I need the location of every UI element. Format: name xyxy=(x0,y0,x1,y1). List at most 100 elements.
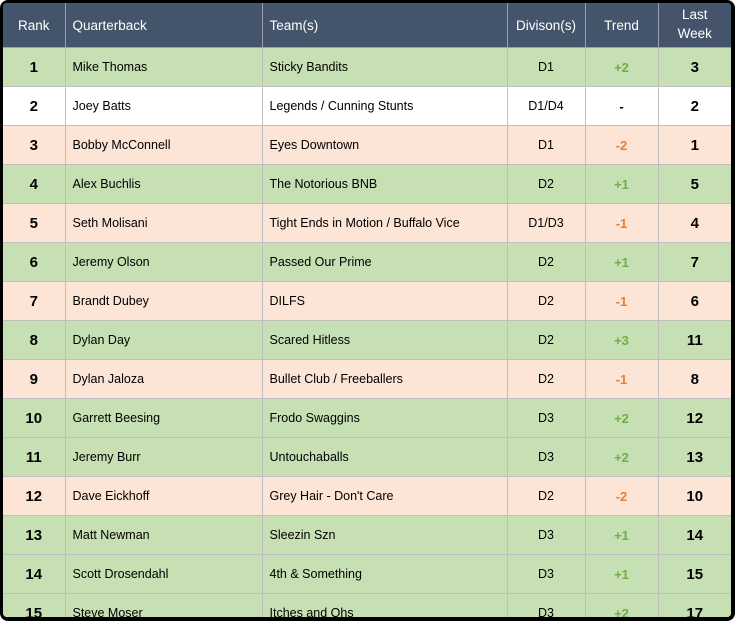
teams-cell: Sticky Bandits xyxy=(261,47,508,87)
quarterback-cell: Alex Buchlis xyxy=(64,164,263,204)
trend-cell: +1 xyxy=(584,164,659,204)
trend-cell: +2 xyxy=(584,398,659,438)
quarterback-cell: Brandt Dubey xyxy=(64,281,263,321)
divisions-cell: D3 xyxy=(506,593,586,617)
trend-cell: -1 xyxy=(584,281,659,321)
rank-cell: 9 xyxy=(3,359,66,399)
rank-cell: 10 xyxy=(3,398,66,438)
rank-cell: 11 xyxy=(3,437,66,477)
quarterback-cell: Steve Moser xyxy=(64,593,263,617)
quarterback-cell: Jeremy Burr xyxy=(64,437,263,477)
table-row: 15 Steve Moser Itches and Ohs D3 +2 17 xyxy=(3,593,731,617)
rank-cell: 8 xyxy=(3,320,66,360)
teams-cell: Passed Our Prime xyxy=(261,242,508,282)
last-week-cell: 3 xyxy=(657,47,731,87)
rank-cell: 2 xyxy=(3,86,66,126)
divisions-cell: D2 xyxy=(506,242,586,282)
last-week-cell: 10 xyxy=(657,476,731,516)
divisions-cell: D3 xyxy=(506,515,586,555)
teams-cell: Bullet Club / Freeballers xyxy=(261,359,508,399)
divisions-cell: D1 xyxy=(506,125,586,165)
teams-cell: Eyes Downtown xyxy=(261,125,508,165)
header-divisions: Divison(s) xyxy=(506,3,586,48)
trend-cell: +1 xyxy=(584,515,659,555)
teams-cell: The Notorious BNB xyxy=(261,164,508,204)
divisions-cell: D2 xyxy=(506,476,586,516)
rank-cell: 1 xyxy=(3,47,66,87)
trend-cell: +3 xyxy=(584,320,659,360)
trend-cell: -2 xyxy=(584,125,659,165)
last-week-cell: 1 xyxy=(657,125,731,165)
table-body: 1 Mike Thomas Sticky Bandits D1 +2 3 2 J… xyxy=(3,47,731,617)
trend-cell: -2 xyxy=(584,476,659,516)
trend-cell: +1 xyxy=(584,242,659,282)
trend-cell: -1 xyxy=(584,203,659,243)
rank-cell: 6 xyxy=(3,242,66,282)
last-week-cell: 2 xyxy=(657,86,731,126)
quarterback-cell: Dave Eickhoff xyxy=(64,476,263,516)
trend-cell: +1 xyxy=(584,554,659,594)
divisions-cell: D3 xyxy=(506,554,586,594)
table-row: 10 Garrett Beesing Frodo Swaggins D3 +2 … xyxy=(3,398,731,438)
table-row: 9 Dylan Jaloza Bullet Club / Freeballers… xyxy=(3,359,731,399)
header-last-week: Last Week xyxy=(657,3,731,48)
quarterback-cell: Jeremy Olson xyxy=(64,242,263,282)
table-row: 13 Matt Newman Sleezin Szn D3 +1 14 xyxy=(3,515,731,555)
divisions-cell: D1/D4 xyxy=(506,86,586,126)
table-row: 3 Bobby McConnell Eyes Downtown D1 -2 1 xyxy=(3,125,731,165)
divisions-cell: D2 xyxy=(506,281,586,321)
last-week-cell: 12 xyxy=(657,398,731,438)
rank-cell: 4 xyxy=(3,164,66,204)
rank-cell: 12 xyxy=(3,476,66,516)
header-quarterback: Quarterback xyxy=(64,3,263,48)
table-row: 1 Mike Thomas Sticky Bandits D1 +2 3 xyxy=(3,47,731,87)
teams-cell: Itches and Ohs xyxy=(261,593,508,617)
teams-cell: 4th & Something xyxy=(261,554,508,594)
teams-cell: DILFS xyxy=(261,281,508,321)
table-row: 7 Brandt Dubey DILFS D2 -1 6 xyxy=(3,281,731,321)
trend-cell: +2 xyxy=(584,47,659,87)
last-week-cell: 15 xyxy=(657,554,731,594)
quarterback-cell: Matt Newman xyxy=(64,515,263,555)
rank-cell: 7 xyxy=(3,281,66,321)
table-header: Rank Quarterback Team(s) Divison(s) Tren… xyxy=(3,3,731,48)
last-week-cell: 4 xyxy=(657,203,731,243)
table-row: 8 Dylan Day Scared Hitless D2 +3 11 xyxy=(3,320,731,360)
teams-cell: Grey Hair - Don't Care xyxy=(261,476,508,516)
divisions-cell: D1 xyxy=(506,47,586,87)
quarterback-cell: Dylan Jaloza xyxy=(64,359,263,399)
header-row: Rank Quarterback Team(s) Divison(s) Tren… xyxy=(3,3,731,48)
divisions-cell: D1/D3 xyxy=(506,203,586,243)
teams-cell: Tight Ends in Motion / Buffalo Vice xyxy=(261,203,508,243)
rank-cell: 13 xyxy=(3,515,66,555)
quarterback-cell: Dylan Day xyxy=(64,320,263,360)
rank-cell: 14 xyxy=(3,554,66,594)
header-teams: Team(s) xyxy=(261,3,508,48)
quarterback-cell: Mike Thomas xyxy=(64,47,263,87)
teams-cell: Sleezin Szn xyxy=(261,515,508,555)
teams-cell: Legends / Cunning Stunts xyxy=(261,86,508,126)
table-row: 4 Alex Buchlis The Notorious BNB D2 +1 5 xyxy=(3,164,731,204)
trend-cell: +2 xyxy=(584,593,659,617)
last-week-cell: 17 xyxy=(657,593,731,617)
header-rank: Rank xyxy=(3,3,66,48)
teams-cell: Scared Hitless xyxy=(261,320,508,360)
divisions-cell: D2 xyxy=(506,164,586,204)
rank-cell: 5 xyxy=(3,203,66,243)
qb-rankings-table: Rank Quarterback Team(s) Divison(s) Tren… xyxy=(3,3,731,617)
quarterback-cell: Garrett Beesing xyxy=(64,398,263,438)
last-week-cell: 8 xyxy=(657,359,731,399)
divisions-cell: D3 xyxy=(506,398,586,438)
table-row: 11 Jeremy Burr Untouchaballs D3 +2 13 xyxy=(3,437,731,477)
divisions-cell: D2 xyxy=(506,320,586,360)
header-last-week-label: Last Week xyxy=(677,7,712,41)
table-row: 2 Joey Batts Legends / Cunning Stunts D1… xyxy=(3,86,731,126)
quarterback-cell: Bobby McConnell xyxy=(64,125,263,165)
header-trend: Trend xyxy=(584,3,659,48)
rank-cell: 15 xyxy=(3,593,66,617)
last-week-cell: 14 xyxy=(657,515,731,555)
trend-cell: +2 xyxy=(584,437,659,477)
divisions-cell: D2 xyxy=(506,359,586,399)
last-week-cell: 11 xyxy=(657,320,731,360)
